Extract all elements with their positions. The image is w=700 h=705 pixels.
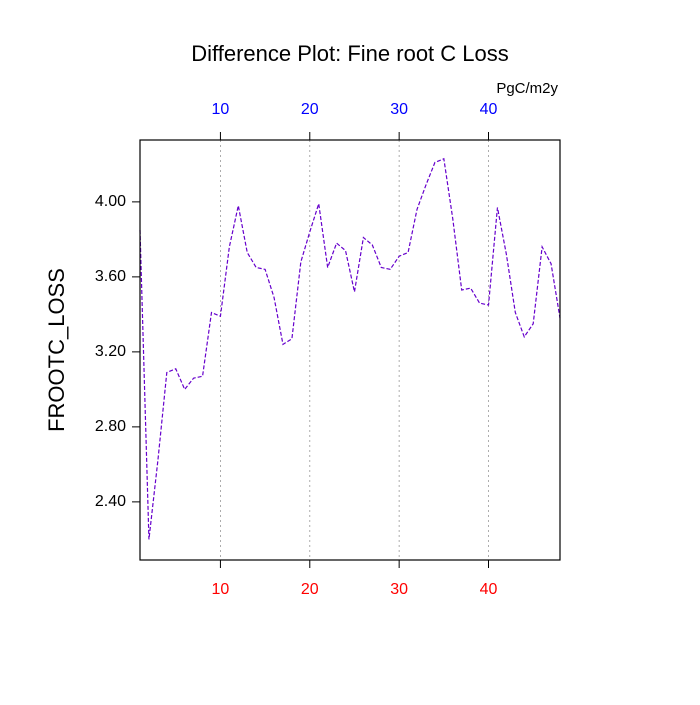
units-label: PgC/m2y: [496, 80, 558, 97]
x-tick-label: 20: [301, 581, 319, 598]
y-axis-label: FROOTC_LOSS: [44, 268, 69, 432]
y-tick-label: 2.40: [95, 493, 126, 510]
y-tick-label: 2.80: [95, 418, 126, 435]
x-tick-label-top: 30: [390, 101, 408, 118]
data-line: [139, 157, 561, 540]
x-tick-label: 10: [212, 581, 230, 598]
x-tick-label: 40: [480, 581, 498, 598]
x-tick-label-top: 20: [301, 101, 319, 118]
x-tick-label-top: 40: [480, 101, 498, 118]
x-tick-label-top: 10: [212, 101, 230, 118]
y-tick-label: 4.00: [95, 193, 126, 210]
chart-title: Difference Plot: Fine root C Loss: [191, 41, 509, 66]
x-tick-label: 30: [390, 581, 408, 598]
plot-frame: [139, 139, 561, 561]
y-tick-label: 3.60: [95, 268, 126, 285]
y-tick-label: 3.20: [95, 343, 126, 360]
